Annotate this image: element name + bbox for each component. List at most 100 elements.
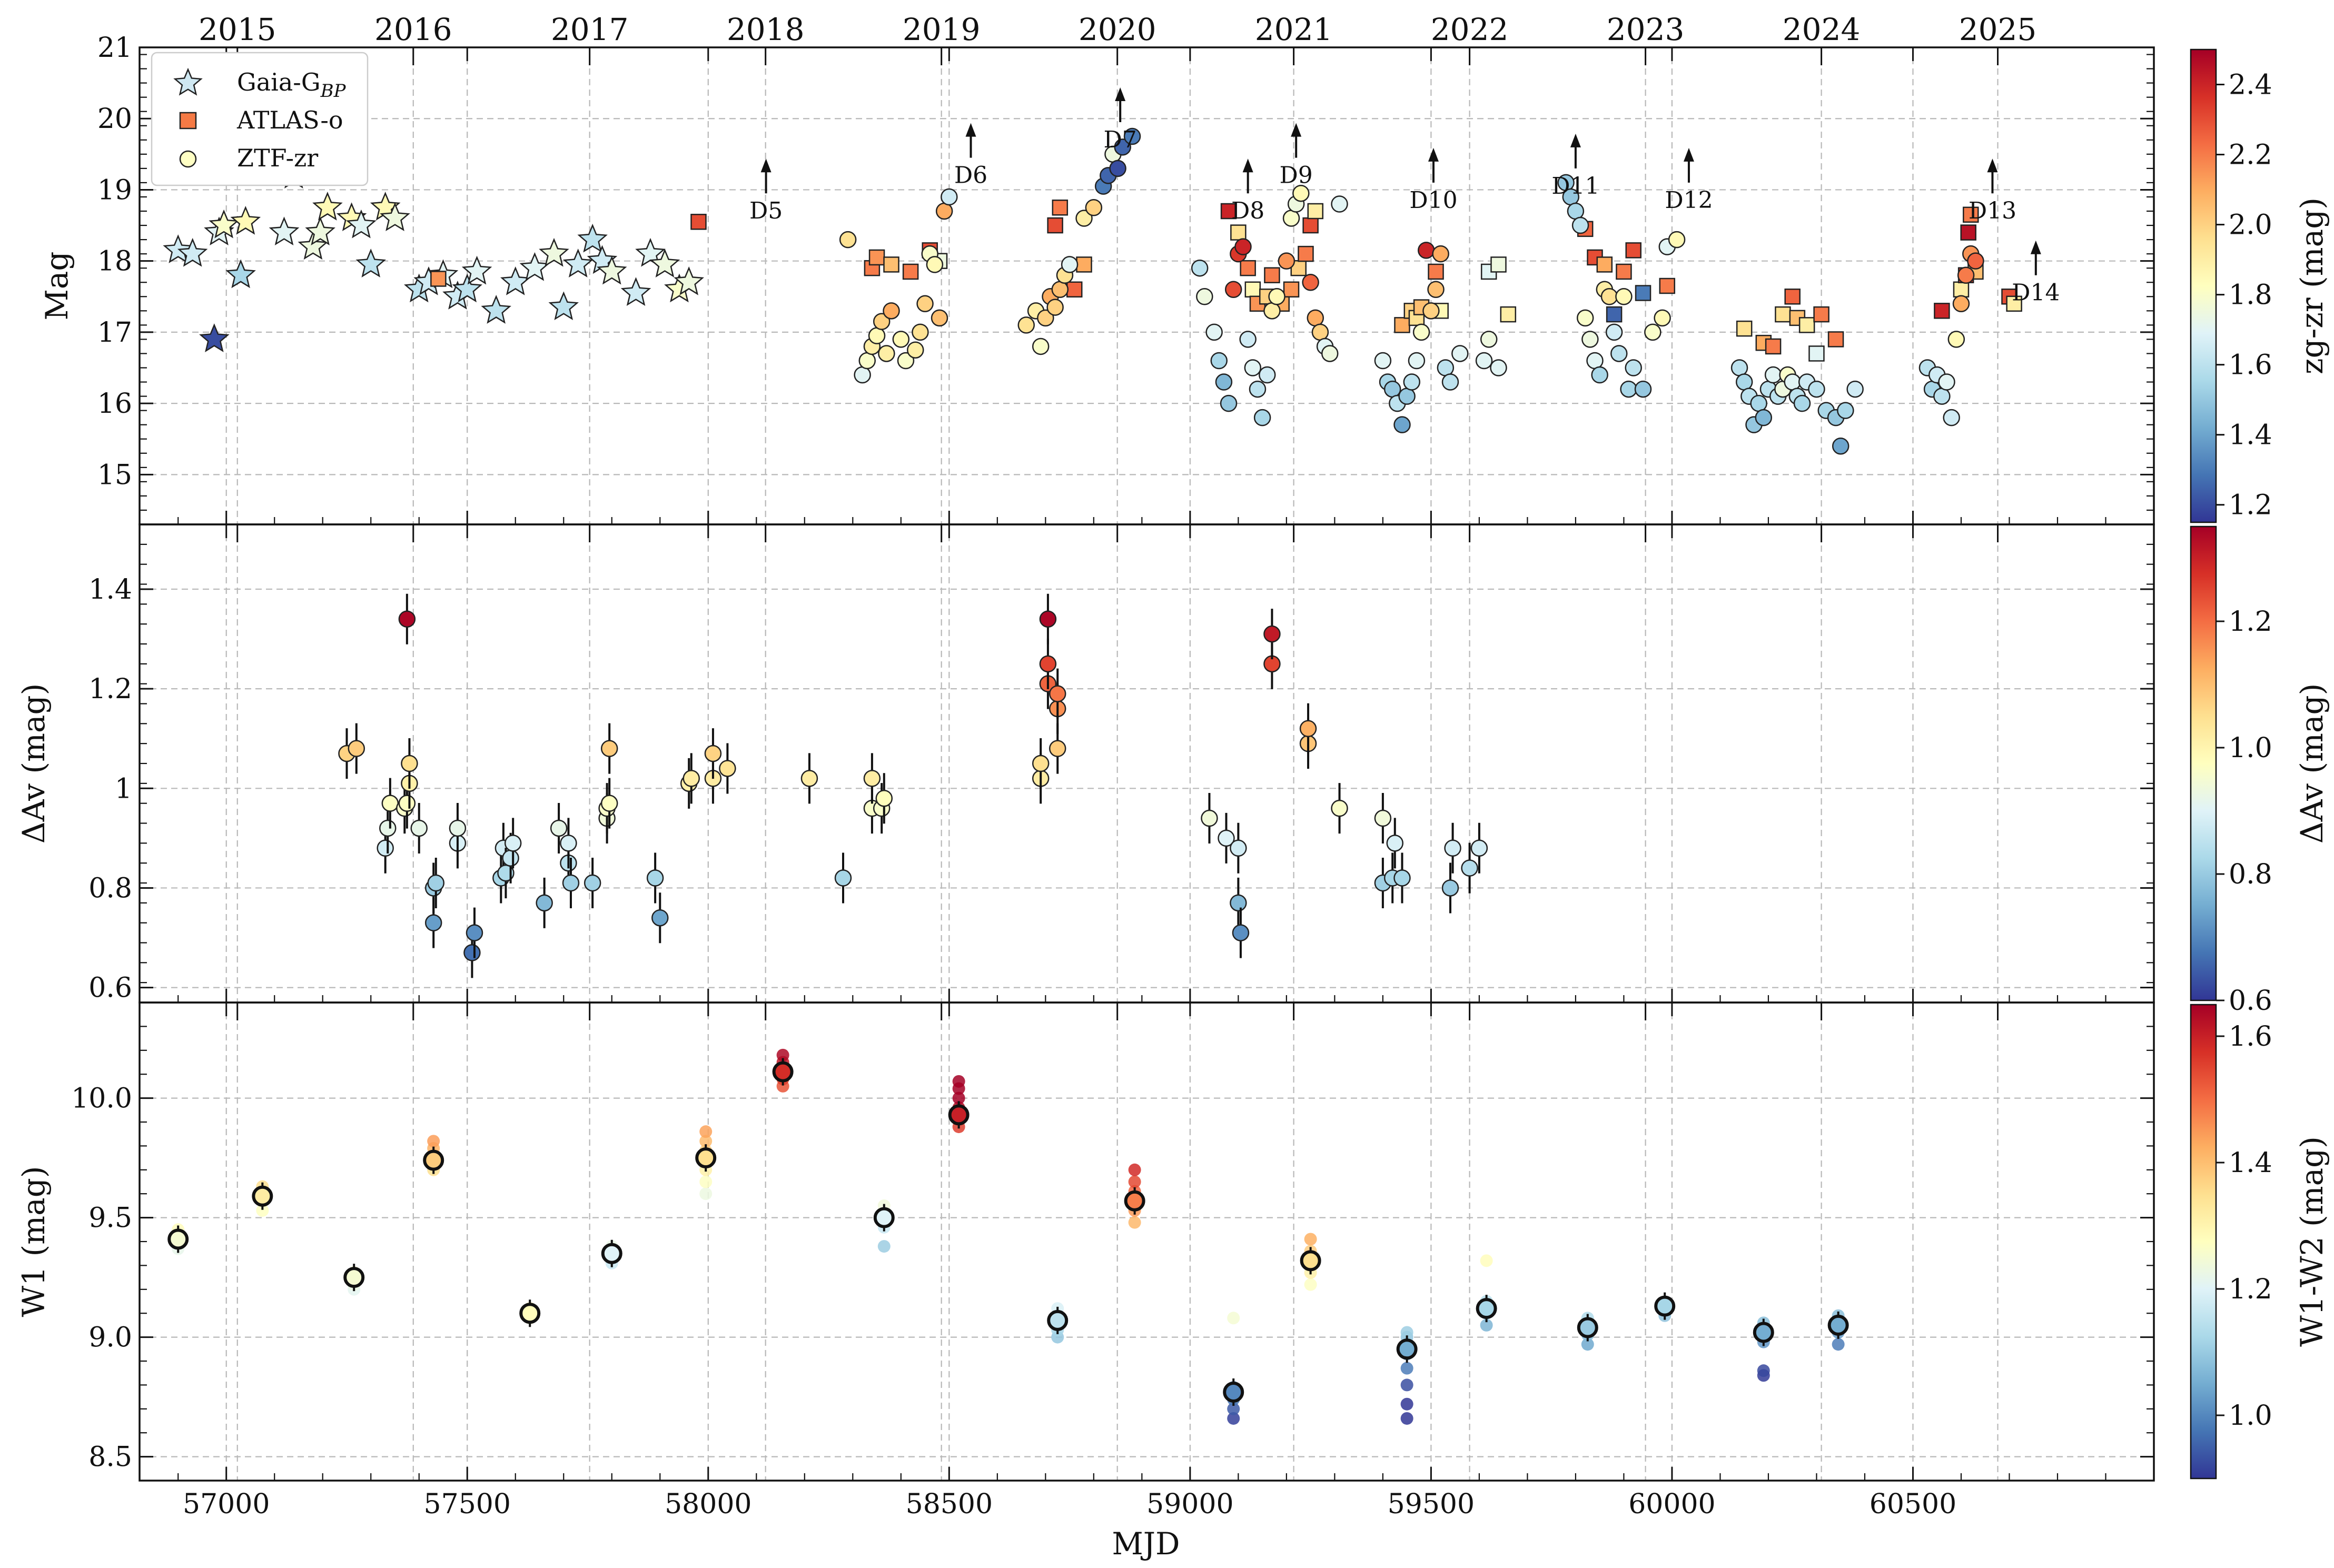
atlas-point (1302, 217, 1319, 234)
ztf-point (1114, 138, 1131, 156)
ztf-point (1480, 331, 1498, 348)
ztf-point (1620, 380, 1637, 398)
ztf-point (907, 341, 924, 359)
dav-point (550, 819, 568, 837)
atlas-point (1230, 224, 1247, 241)
ztf-point (1808, 380, 1825, 398)
ztf-point (1278, 252, 1295, 270)
dav-point (704, 745, 722, 762)
year-label: 2020 (1079, 12, 1156, 47)
legend-label-gaia: Gaia-GBP (237, 68, 347, 102)
w1-single (952, 1075, 965, 1088)
ztf-point (1205, 323, 1223, 341)
w1-single (1480, 1318, 1493, 1332)
w1-single (1400, 1378, 1413, 1392)
ztf-point (916, 295, 934, 313)
ztf-point (1490, 359, 1507, 376)
ztf-point (1846, 380, 1864, 398)
arrow-head (1683, 147, 1694, 162)
ztf-point (1943, 409, 1960, 426)
x-tick-label: 58500 (906, 1488, 993, 1520)
ztf-point (1475, 352, 1493, 370)
ztf-point (912, 323, 929, 341)
w1-mean (1476, 1298, 1497, 1319)
w1-single (699, 1135, 713, 1148)
year-label: 2017 (551, 12, 629, 47)
x-tick-label: 58000 (665, 1488, 751, 1520)
ztf-point (1244, 359, 1262, 376)
dav-point (683, 770, 700, 787)
w1-single (1304, 1278, 1317, 1291)
arrow-head (760, 158, 772, 173)
dav-point (651, 909, 669, 927)
colorbar-tick-label: 1.4 (2229, 420, 2272, 451)
colorbar (2190, 525, 2217, 1001)
ztf-point (1615, 288, 1633, 305)
ztf-point (1302, 273, 1319, 291)
atlas-point (1736, 320, 1753, 337)
colorbar-tick-label: 1.6 (2229, 1021, 2272, 1053)
legend-item-ztf: ZTF-zr (179, 144, 318, 172)
atlas-point (1500, 306, 1517, 323)
y-tick-label: 0.6 (88, 972, 132, 1004)
event-label: D10 (1409, 187, 1457, 214)
w1-mean (167, 1228, 189, 1250)
colorbar-tick-label: 1.0 (2229, 732, 2272, 764)
ztf-point (1735, 373, 1753, 391)
ztf-point (1764, 366, 1782, 384)
ztf-point (941, 188, 958, 206)
ztf-point (1576, 309, 1594, 327)
legend-item-atlas: ATLAS-o (179, 106, 343, 134)
dav-point (504, 835, 522, 852)
dav-point (466, 924, 483, 941)
dav-point (348, 740, 365, 757)
atlas-point (1076, 256, 1092, 273)
atlas-point (1052, 200, 1069, 216)
event-label: D9 (1280, 162, 1313, 189)
gaia-point (209, 209, 239, 239)
ztf-point (1239, 331, 1257, 348)
ztf-point (1374, 352, 1392, 370)
ztf-point (1422, 302, 1440, 320)
dav-point (584, 874, 601, 892)
year-labels: 2015 2016 2017 2018 2019 2020 2021 2022 2023 2024… (199, 12, 2036, 47)
w1-mean (948, 1104, 970, 1126)
atlas-point (1220, 203, 1237, 220)
year-label: 2025 (1959, 12, 2037, 47)
ztf-point (1938, 373, 1955, 391)
dav-point (834, 869, 852, 887)
atlas-point (1953, 281, 1970, 298)
colorbar-tick-label: 1.2 (2229, 606, 2272, 638)
w1-single (699, 1187, 713, 1200)
dav-point (410, 819, 428, 837)
dav-point (424, 914, 442, 931)
ztf-point (1085, 199, 1103, 216)
colorbar-tick-label: 1.6 (2229, 350, 2272, 381)
colorbar-tick-label: 0.8 (2229, 859, 2272, 890)
ztf-point (1061, 256, 1079, 273)
ztf-point (1234, 238, 1252, 255)
w1-single (1400, 1412, 1413, 1425)
gaia-point (312, 192, 343, 221)
atlas-point (1765, 338, 1782, 355)
ztf-point (1600, 288, 1618, 305)
ztf-point (1075, 210, 1093, 227)
ztf-point (1967, 252, 1984, 270)
w1-single (1304, 1233, 1317, 1246)
ztf-point (1755, 409, 1773, 426)
ztf-point (1307, 309, 1324, 327)
atlas-point (1264, 267, 1280, 283)
gaia-point (519, 252, 550, 281)
ztf-point (1750, 394, 1767, 412)
event-label: D11 (1551, 173, 1599, 200)
gaia-point (346, 209, 377, 239)
ztf-point (1417, 242, 1435, 259)
year-label: 2024 (1783, 12, 1861, 47)
w1-mean (1577, 1317, 1598, 1338)
ztf-point (1784, 373, 1801, 391)
colorbar-tick-label: 1.2 (2229, 1274, 2272, 1305)
dav-point (1444, 839, 1461, 857)
ztf-point (1123, 127, 1141, 145)
x-tick-label: 59500 (1388, 1488, 1475, 1520)
colorbar (2190, 48, 2217, 523)
